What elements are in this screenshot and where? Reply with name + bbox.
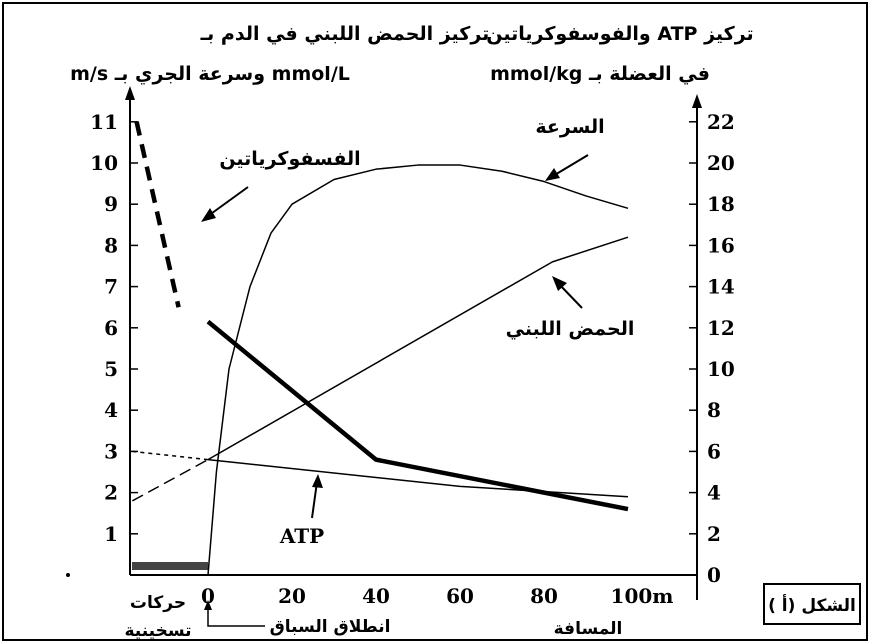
left-tick-label: 2	[104, 481, 118, 505]
left-tick-label: 10	[90, 151, 118, 175]
right-tick-label: 18	[707, 192, 735, 216]
left-tick-label: 1	[104, 522, 118, 546]
left-axis-title-line1: تركيز الحمض اللبني في الدم بـ	[200, 23, 490, 45]
left-tick-label: 9	[104, 192, 118, 216]
right-tick-label: 6	[707, 439, 721, 463]
arrowhead-speed	[545, 168, 560, 181]
warmup-note-line1: حركات	[130, 593, 186, 613]
right-tick-label: 16	[707, 233, 735, 257]
left-tick-label: 4	[104, 398, 118, 422]
race-start-pointer-head	[204, 600, 212, 610]
stray-dot	[66, 573, 70, 577]
x-axis-title: المسافة	[554, 619, 623, 639]
series-atp-line	[207, 458, 629, 498]
x-axis-ticks: 0 20 40 60 80 100m	[201, 584, 673, 608]
warmup-bar	[132, 562, 208, 570]
right-tick-label: 8	[707, 398, 721, 422]
right-tick-label: 22	[707, 110, 735, 134]
right-tick-label: 10	[707, 357, 735, 381]
race-start-note: انطلاق السباق	[270, 617, 391, 637]
right-axis-ticks: 0 2 4 6 8 10 12 14 16 18 20 22	[689, 110, 735, 587]
series-phosphocreatine-warmup	[134, 121, 181, 308]
right-tick-label: 12	[707, 316, 735, 340]
label-lactic-acid: الحمض اللبني	[506, 318, 635, 340]
left-tick-label: 5	[104, 357, 118, 381]
arrow-phosphocreatine	[207, 186, 249, 217]
arrow-speed	[552, 154, 589, 177]
series-lactic-acid-line	[207, 236, 629, 461]
series-lactic-acid-warmup	[132, 458, 209, 502]
x-tick-label: 20	[278, 584, 306, 608]
x-tick-label: 100m	[611, 584, 674, 608]
left-tick-label: 6	[104, 316, 118, 340]
right-tick-label: 14	[707, 275, 735, 299]
left-axis-title-line2: mmol/L وسرعة الجري بـ m/s	[70, 63, 350, 86]
race-start-pointer	[207, 606, 265, 627]
x-tick-label: 0	[201, 584, 215, 608]
right-tick-label: 20	[707, 151, 735, 175]
left-axis-ticks: 1 2 3 4 5 6 7 8 9 10 11	[90, 110, 138, 546]
label-atp: ATP	[279, 524, 324, 548]
series-layer	[132, 121, 629, 576]
warmup-note-line2: تسخينية	[124, 621, 191, 641]
x-tick-label: 40	[362, 584, 390, 608]
right-tick-label: 0	[707, 563, 721, 587]
right-axis-arrow	[692, 94, 702, 108]
right-tick-label: 4	[707, 481, 721, 505]
arrowhead-lactic-acid	[552, 276, 567, 291]
series-speed-line	[207, 164, 629, 576]
right-axis-title-line2: في العضلة بـ mmol/kg	[490, 63, 710, 85]
left-tick-label: 8	[104, 233, 118, 257]
series-phosphocreatine-line	[206, 319, 629, 512]
left-tick-label: 11	[90, 110, 118, 134]
label-phosphocreatine: الفسفوكرياتين	[219, 148, 360, 170]
label-speed: السرعة	[535, 116, 604, 138]
left-axis-arrow	[125, 86, 135, 100]
series-atp-warmup	[132, 450, 209, 461]
figure-label-box	[763, 583, 861, 625]
x-tick-label: 60	[446, 584, 474, 608]
right-axis-title-line1: تركيز ATP والفوسفوكرياتين	[486, 23, 753, 45]
arrow-atp	[311, 481, 318, 519]
x-tick-label: 80	[530, 584, 558, 608]
right-tick-label: 2	[707, 522, 721, 546]
left-tick-label: 3	[104, 439, 118, 463]
arrowhead-phosphocreatine	[201, 208, 216, 222]
figure-label: الشكل (أ )	[768, 594, 856, 616]
arrowhead-atp	[312, 474, 323, 488]
left-tick-label: 7	[104, 275, 118, 299]
